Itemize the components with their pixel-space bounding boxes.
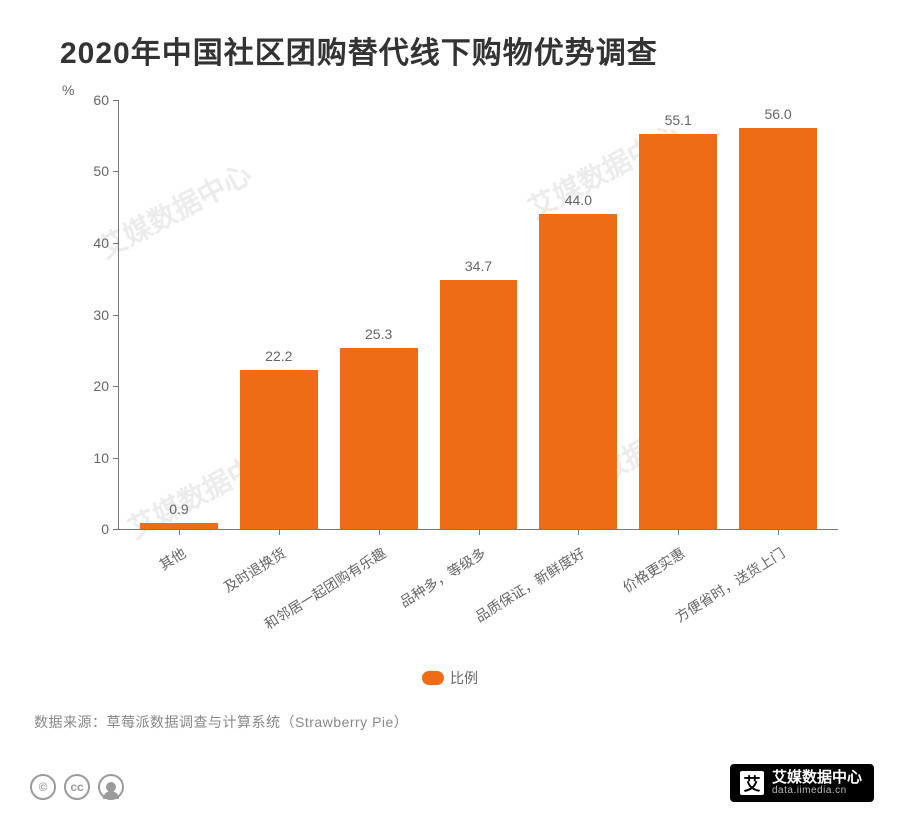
bar-value-label: 0.9 <box>169 501 188 517</box>
brand-name-cn: 艾媒数据中心 <box>772 770 862 786</box>
bar: 44.0 <box>528 192 628 529</box>
attribution-icon <box>98 774 124 800</box>
x-label-slot: 其他 <box>129 529 229 649</box>
bar-rect <box>539 214 617 529</box>
y-tick-mark <box>113 100 119 101</box>
bar: 34.7 <box>429 258 529 529</box>
legend-swatch <box>422 671 444 685</box>
bar-chart: % 0.922.225.334.744.055.156.0 其他及时退换货和邻居… <box>80 100 850 620</box>
y-tick-mark <box>113 315 119 316</box>
brand-name-en: data.iimedia.cn <box>772 786 862 797</box>
x-tick-label: 其他 <box>155 543 189 575</box>
y-tick-mark <box>113 243 119 244</box>
x-label-slot: 方便省时，送货上门 <box>728 529 828 649</box>
bar-rect <box>240 370 318 529</box>
brand-badge: 艾 艾媒数据中心 data.iimedia.cn <box>730 764 874 802</box>
x-label-slot: 品质保证，新鲜度好 <box>528 529 628 649</box>
x-tick-mark <box>578 529 579 535</box>
bars-container: 0.9 22.2 25.3 34.7 44.0 55.1 56.0 <box>119 100 838 529</box>
bar-value-label: 55.1 <box>665 112 692 128</box>
x-tick-mark <box>479 529 480 535</box>
brand-logo-icon: 艾 <box>740 771 764 795</box>
x-tick-mark <box>179 529 180 535</box>
legend: 比例 <box>0 668 900 688</box>
y-tick-mark <box>113 171 119 172</box>
x-tick-mark <box>379 529 380 535</box>
x-tick-mark <box>778 529 779 535</box>
bar-rect <box>340 348 418 529</box>
y-tick-label: 60 <box>93 92 109 108</box>
bar: 56.0 <box>728 106 828 529</box>
bar-value-label: 56.0 <box>764 106 791 122</box>
y-tick-mark <box>113 529 119 530</box>
y-tick-label: 50 <box>93 163 109 179</box>
x-tick-mark <box>678 529 679 535</box>
y-tick-label: 0 <box>101 521 109 537</box>
y-tick-label: 20 <box>93 378 109 394</box>
legend-label: 比例 <box>450 670 478 686</box>
y-tick-label: 10 <box>93 450 109 466</box>
plot-area: 0.922.225.334.744.055.156.0 其他及时退换货和邻居一起… <box>118 100 838 530</box>
y-tick-label: 30 <box>93 307 109 323</box>
bar: 22.2 <box>229 348 329 529</box>
y-tick-mark <box>113 386 119 387</box>
bar-rect <box>440 280 518 529</box>
x-tick-mark <box>279 529 280 535</box>
bar: 55.1 <box>628 112 728 529</box>
bar: 25.3 <box>329 326 429 529</box>
bar-value-label: 34.7 <box>465 258 492 274</box>
y-axis-unit: % <box>62 82 74 98</box>
y-tick-mark <box>113 458 119 459</box>
x-tick-label: 及时退换货 <box>219 543 289 597</box>
license-icons: © cc <box>30 774 124 800</box>
bar-rect <box>739 128 817 529</box>
bar: 0.9 <box>129 501 229 529</box>
x-axis-labels: 其他及时退换货和邻居一起团购有乐趣品种多，等级多品质保证，新鲜度好价格更实惠方便… <box>119 529 838 649</box>
page-title: 2020年中国社区团购替代线下购物优势调查 <box>0 0 900 72</box>
bar-value-label: 25.3 <box>365 326 392 342</box>
bar-rect <box>639 134 717 529</box>
bar-value-label: 44.0 <box>565 192 592 208</box>
y-tick-label: 40 <box>93 235 109 251</box>
x-tick-label: 价格更实惠 <box>619 543 689 597</box>
bar-value-label: 22.2 <box>265 348 292 364</box>
copyright-icon: © <box>30 774 56 800</box>
cc-icon: cc <box>64 774 90 800</box>
data-source: 数据来源：草莓派数据调查与计算系统（Strawberry Pie） <box>34 712 408 732</box>
